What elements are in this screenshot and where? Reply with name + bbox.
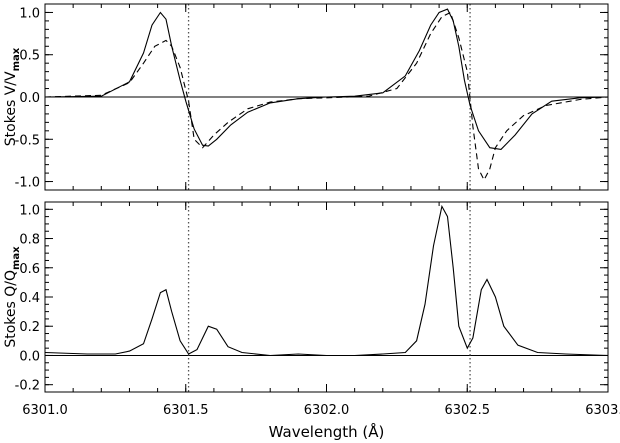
y-axis-label-text: Stokes V/V (3, 71, 19, 146)
x-tick-label: 6301.0 (22, 403, 68, 418)
stokes-q-panel: -0.2 0.0 0.2 0.4 0.6 0.8 1.0 6301.0 6301.5 6302.0… (3, 201, 620, 441)
y-axis-label: Stokes V/Vmax (3, 47, 22, 146)
y-axis-label-text: Stokes Q/Q (3, 270, 19, 348)
x-tick-label: 6303.0 (585, 403, 620, 418)
y-tick-label: 1.0 (19, 6, 40, 21)
x-tick-label: 6302.5 (445, 403, 491, 418)
y-tick-label: 0.0 (19, 91, 40, 106)
y-axis-label-subscript: max (11, 47, 22, 71)
y-tick-label: -0.5 (15, 133, 40, 148)
y-tick-label: 0.2 (19, 320, 40, 335)
y-tick-label: 0.4 (19, 291, 40, 306)
y-tick-label: -1.0 (15, 176, 40, 191)
y-tick-label: 1.0 (19, 203, 40, 218)
y-tick-label: -0.2 (15, 379, 40, 394)
plot-frame (44, 201, 609, 393)
x-axis-label: Wavelength (Å) (269, 422, 385, 441)
x-tick-label: 6301.5 (163, 403, 209, 418)
solid-profile-line (44, 8, 609, 150)
x-tick-label: 6302.0 (304, 403, 350, 418)
stokes-v-panel: -1.0 -0.5 0.0 0.5 1.0 Stokes V/Vmax (3, 3, 609, 191)
dashed-profile-line (44, 11, 609, 182)
y-tick-label: 0.5 (19, 49, 40, 64)
y-axis-label: Stokes Q/Qmax (3, 246, 22, 348)
y-tick-label: 0.6 (19, 262, 40, 277)
y-tick-label: 0.8 (19, 233, 40, 248)
solid-profile-line (44, 204, 609, 357)
y-axis-label-subscript: max (11, 246, 22, 270)
y-tick-label: 0.0 (19, 349, 40, 364)
